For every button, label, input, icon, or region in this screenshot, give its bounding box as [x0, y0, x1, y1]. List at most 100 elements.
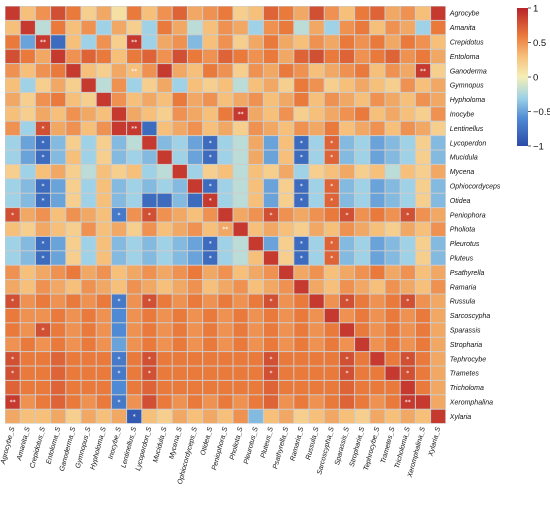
heatmap-cell: [172, 294, 187, 308]
heatmap-cell: [142, 179, 157, 193]
heatmap-cell: [309, 251, 324, 265]
heatmap-cell: [142, 352, 157, 366]
heatmap-cell: [233, 20, 248, 35]
heatmap-cell: [248, 380, 263, 395]
heatmap-cell: [370, 49, 385, 64]
heatmap-cell: [233, 294, 248, 308]
heatmap-cell: [263, 164, 279, 179]
significance-markers: ** **** ***** *** * * ** * * ** * * ** * * ** * * * * **** * *…: [10, 39, 426, 420]
heatmap-cell: [355, 121, 370, 136]
heatmap-cell: [187, 179, 203, 193]
heatmap-cell: [127, 222, 142, 236]
heatmap-cell: [263, 35, 279, 49]
heatmap-cell: [233, 337, 248, 352]
heatmap-cell: [187, 208, 203, 222]
heatmap-cell: [355, 337, 370, 352]
heatmap-cell: [355, 164, 370, 179]
column-label: Hypholoma_S: [90, 426, 108, 471]
heatmap-cell: [35, 308, 51, 323]
heatmap-cell: [415, 352, 431, 366]
heatmap-cell: [218, 150, 233, 164]
heatmap-cell: [279, 136, 294, 150]
significance-marker: *: [330, 154, 333, 161]
heatmap-cell: [324, 150, 339, 164]
heatmap-cell: [203, 308, 218, 323]
heatmap-cell: [5, 20, 20, 35]
significance-marker: *: [42, 125, 45, 132]
heatmap-cell: [35, 337, 51, 352]
heatmap-cell: [218, 179, 233, 193]
heatmap-cell: [187, 308, 203, 323]
heatmap-cell: [233, 35, 248, 49]
heatmap-cell: [431, 64, 446, 78]
heatmap-cell: [127, 107, 142, 121]
row-label: Pholiota: [450, 227, 475, 234]
heatmap-cell: [20, 337, 35, 352]
heatmap-cell: [324, 265, 339, 280]
heatmap-cell: [157, 280, 172, 294]
heatmap-cell: [127, 179, 142, 193]
heatmap-cell: [263, 352, 279, 366]
heatmap-cell: [279, 78, 294, 92]
heatmap-cell: [187, 323, 203, 337]
heatmap-cell: [81, 323, 96, 337]
heatmap-cell: [203, 337, 218, 352]
heatmap-cell: [385, 193, 400, 208]
heatmap-cell: [279, 121, 294, 136]
heatmap-cell: [415, 208, 431, 222]
heatmap-cell: [233, 121, 248, 136]
heatmap-cell: [400, 179, 415, 193]
significance-marker: **: [238, 111, 244, 118]
heatmap-cell: [51, 136, 66, 150]
heatmap-cell: [339, 35, 355, 49]
heatmap-cell: [248, 323, 263, 337]
significance-marker: *: [330, 183, 333, 190]
heatmap-cell: [294, 222, 309, 236]
heatmap-cell: [324, 193, 339, 208]
heatmap-cell: [203, 6, 218, 20]
heatmap-cell: [157, 337, 172, 352]
heatmap-cell: [5, 380, 20, 395]
heatmap-cell: [66, 20, 81, 35]
heatmap-cell: [370, 150, 385, 164]
heatmap-cell: [263, 78, 279, 92]
column-label: Mucidula_S: [152, 426, 168, 463]
heatmap-cell: [218, 92, 233, 107]
heatmap-cell: [355, 208, 370, 222]
heatmap-cell: [5, 193, 20, 208]
heatmap-cell: [248, 308, 263, 323]
heatmap-cell: [51, 409, 66, 424]
heatmap-cell: [218, 6, 233, 20]
heatmap-cell: [324, 78, 339, 92]
heatmap-cell: [51, 395, 66, 409]
heatmap-cell: [279, 265, 294, 280]
heatmap-cell: [20, 35, 35, 49]
heatmap-cell: [309, 150, 324, 164]
heatmap-cell: [35, 164, 51, 179]
column-label: Crepidotus_S: [29, 426, 47, 469]
significance-marker: *: [148, 212, 151, 219]
heatmap-cell: [51, 265, 66, 280]
heatmap-cell: [400, 308, 415, 323]
heatmap-cell: [157, 78, 172, 92]
heatmap-cell: [20, 380, 35, 395]
heatmap-cell: [279, 251, 294, 265]
heatmap-cell: [248, 6, 263, 20]
heatmap-cell: [127, 164, 142, 179]
heatmap-cell: [309, 121, 324, 136]
significance-marker: *: [330, 140, 333, 147]
heatmap-cell: [218, 193, 233, 208]
heatmap-cell: [355, 409, 370, 424]
heatmap-cell: [339, 366, 355, 380]
heatmap-cell: [203, 136, 218, 150]
heatmap-cell: [279, 323, 294, 337]
heatmap-cell: [51, 179, 66, 193]
heatmap-cell: [142, 222, 157, 236]
heatmap-cell: [66, 64, 81, 78]
heatmap-cell: [218, 107, 233, 121]
heatmap-cell: [142, 35, 157, 49]
heatmap-cell: [355, 294, 370, 308]
heatmap-cell: [309, 6, 324, 20]
heatmap-cell: [81, 294, 96, 308]
heatmap-cell: [233, 92, 248, 107]
